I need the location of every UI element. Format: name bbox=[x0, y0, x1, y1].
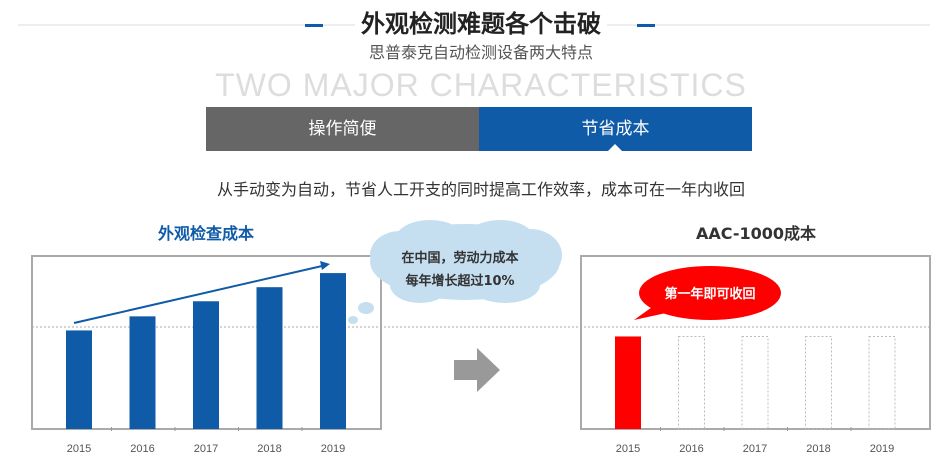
tick-label-2015: 2015 bbox=[67, 443, 91, 455]
trend-arrowhead-icon bbox=[320, 261, 330, 270]
description: 从手动变为自动，节省人工开支的同时提高工作效率，成本可在一年内收回 bbox=[216, 180, 745, 199]
speech-bubble-text: 第一年即可收回 bbox=[664, 286, 755, 302]
cloud-bubble bbox=[348, 316, 358, 324]
bar-2015 bbox=[615, 336, 641, 429]
ghost-bar-2018 bbox=[805, 335, 832, 430]
tick-label-2017: 2017 bbox=[194, 443, 218, 455]
bar-2019 bbox=[320, 273, 346, 429]
bar-2015 bbox=[66, 330, 92, 429]
bar-2018 bbox=[256, 287, 283, 429]
bar-2016 bbox=[129, 316, 156, 429]
title-dash-left bbox=[305, 24, 323, 27]
cloud-bubble bbox=[358, 302, 374, 314]
bar-2017 bbox=[193, 301, 219, 429]
ghost-bar-2016 bbox=[678, 335, 705, 430]
tab-cost-saving[interactable]: 节省成本 bbox=[479, 107, 752, 151]
watermark-text: TWO MAJOR CHARACTERISTICS bbox=[215, 67, 747, 103]
tick-label-2019: 2019 bbox=[321, 443, 345, 455]
tick-label-2016: 2016 bbox=[679, 443, 703, 455]
cloud-shape bbox=[465, 220, 535, 260]
tab-easy-operation[interactable]: 操作简便 bbox=[206, 107, 479, 151]
page-subtitle: 思普泰克自动检测设备两大特点 bbox=[368, 43, 593, 62]
speech-bubble bbox=[639, 266, 781, 320]
tick-label-2018: 2018 bbox=[257, 443, 281, 455]
ghost-bar-2017 bbox=[741, 335, 769, 430]
trend-arrow-line bbox=[73, 265, 323, 324]
tick-label-2015: 2015 bbox=[616, 443, 640, 455]
right-arrow-icon bbox=[454, 348, 500, 392]
cloud-shape bbox=[395, 220, 465, 260]
tick-label-2019: 2019 bbox=[870, 443, 894, 455]
page-title: 外观检测难题各个击破 bbox=[0, 8, 944, 40]
cloud-text-line1: 在中国，劳动力成本 bbox=[401, 250, 518, 266]
right-chart-title: AAC-1000成本 bbox=[695, 224, 817, 243]
left-chart-title: 外观检查成本 bbox=[157, 224, 254, 243]
cloud-shape bbox=[390, 267, 450, 303]
tick-label-2017: 2017 bbox=[743, 443, 767, 455]
ghost-bar-2019 bbox=[868, 335, 896, 430]
title-dash-right bbox=[637, 24, 655, 27]
cloud-text-line2: 每年增长超过10% bbox=[405, 273, 514, 289]
cloud-shape bbox=[470, 267, 540, 303]
chart-frame bbox=[580, 255, 931, 430]
tick-label-2016: 2016 bbox=[130, 443, 154, 455]
active-tab-indicator bbox=[608, 144, 622, 151]
tick-label-2018: 2018 bbox=[806, 443, 830, 455]
